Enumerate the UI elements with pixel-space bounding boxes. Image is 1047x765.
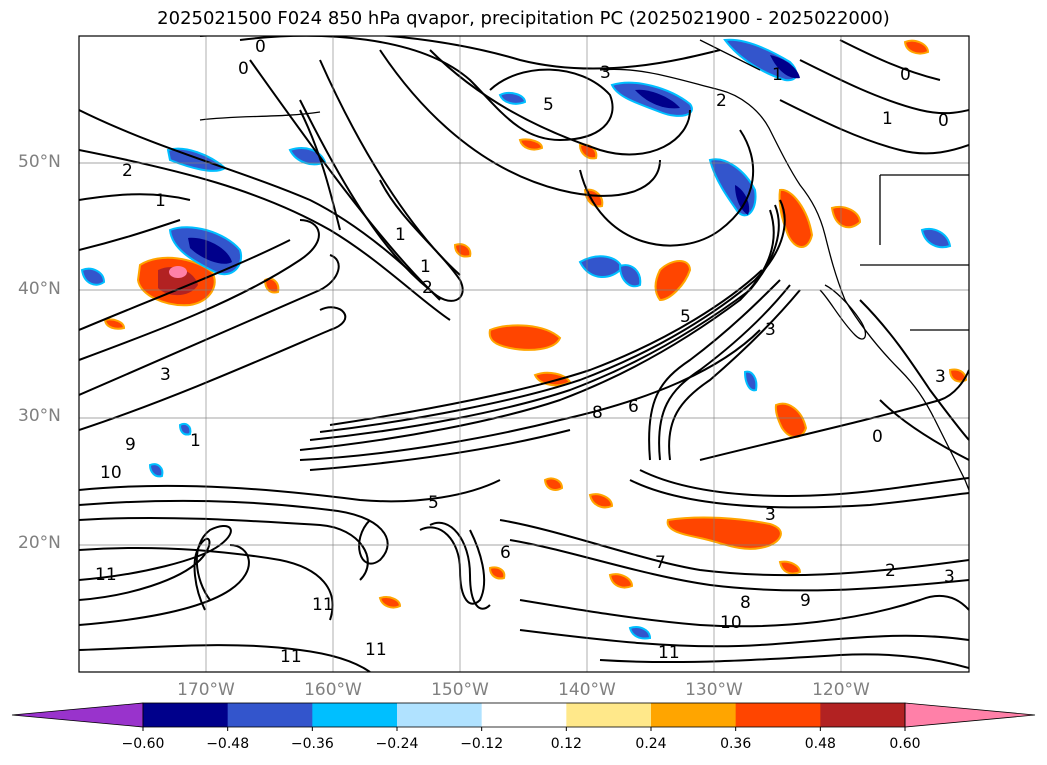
- lon-label: 150°W: [431, 680, 489, 700]
- contour-label: 0: [238, 59, 249, 79]
- colorbar-extend-high: [904, 702, 1036, 728]
- colorbar-frame: [142, 702, 906, 728]
- contour-label: 6: [500, 543, 511, 563]
- colorbar-tick-label: 0.24: [635, 736, 667, 752]
- colorbar-segment: [735, 703, 821, 727]
- contour-label: 11: [658, 643, 680, 663]
- colorbar-segment: [397, 703, 483, 727]
- contour-label: 5: [543, 95, 554, 115]
- colorbar-tick-label: −0.24: [375, 736, 419, 752]
- colorbar-tick-label: −0.12: [460, 736, 504, 752]
- lon-label: 140°W: [558, 680, 616, 700]
- lon-label: 130°W: [685, 680, 743, 700]
- colorbar-segment: [651, 703, 737, 727]
- colorbar-tick-label: 0.12: [550, 736, 582, 752]
- colorbar-tick-label: −0.36: [290, 736, 334, 752]
- lon-label: 160°W: [304, 680, 362, 700]
- colorbar-segment: [312, 703, 398, 727]
- contour-label: 1: [882, 109, 893, 129]
- contour-label: 1: [395, 225, 406, 245]
- colorbar-extend-low: [11, 702, 144, 728]
- colorbar-segment: [481, 703, 567, 727]
- contour-label: 3: [765, 505, 776, 525]
- contour-labels: 0 0 0 0 1 1 2 3 5 2 1 1 1 2 3 3 5 6 8 1 …: [95, 37, 955, 667]
- plot-frame: [78, 35, 970, 673]
- contour-label: 5: [680, 307, 691, 327]
- contour-label: 3: [160, 365, 171, 385]
- contour-label: 1: [420, 257, 431, 277]
- contour-label: 3: [765, 320, 776, 340]
- contour-label: 1: [190, 431, 201, 451]
- contour-label: 2: [716, 91, 727, 111]
- contour-label: 0: [872, 427, 883, 447]
- contour-label: 2: [122, 161, 133, 181]
- lon-label: 120°W: [812, 680, 870, 700]
- contour-label: 9: [800, 591, 811, 611]
- plot-area: [79, 36, 969, 672]
- colorbar-tick-label: −0.60: [121, 736, 165, 752]
- contour-label: 2: [422, 278, 433, 298]
- contour-label: 2: [885, 561, 896, 581]
- lat-label: 40°N: [18, 279, 61, 299]
- contour-label: 11: [312, 595, 334, 615]
- lon-label: 170°W: [177, 680, 235, 700]
- colorbar-segment: [143, 703, 229, 727]
- contour-label: 11: [280, 647, 302, 667]
- contour-label: 6: [628, 397, 639, 417]
- colorbar: [11, 702, 1036, 731]
- contour-label: 10: [720, 613, 742, 633]
- colorbar-tick-label: 0.36: [720, 736, 752, 752]
- colorbar-segment: [227, 703, 313, 727]
- lat-label: 50°N: [18, 152, 61, 172]
- contour-label: 1: [155, 191, 166, 211]
- contour-label: 3: [935, 367, 946, 387]
- colorbar-tick-label: 0.60: [889, 736, 921, 752]
- contour-label: 1: [772, 65, 783, 85]
- contour-label: 0: [255, 37, 266, 57]
- lat-label: 20°N: [18, 533, 61, 553]
- contour-label: 10: [100, 463, 122, 483]
- contour-label: 7: [655, 553, 666, 573]
- gridlines: [79, 36, 969, 672]
- contour-label: 11: [95, 565, 117, 585]
- contour-label: 9: [125, 435, 136, 455]
- coastlines: [199, 39, 969, 491]
- colorbar-segment: [566, 703, 652, 727]
- contour-label: 8: [592, 403, 603, 423]
- colorbar-tick-label: −0.48: [206, 736, 250, 752]
- contour-label: 3: [944, 567, 955, 587]
- qvapor-contours: [79, 36, 969, 672]
- map-title: 2025021500 F024 850 hPa qvapor, precipit…: [157, 8, 890, 29]
- colorbar-segment: [820, 703, 906, 727]
- contour-label: 0: [938, 111, 949, 131]
- contour-label: 3: [600, 63, 611, 83]
- lat-label: 30°N: [18, 406, 61, 426]
- contour-label: 0: [900, 65, 911, 85]
- contour-label: 11: [365, 640, 387, 660]
- contour-label: 8: [740, 593, 751, 613]
- contour-label: 5: [428, 493, 439, 513]
- colorbar-tick-label: 0.48: [804, 736, 836, 752]
